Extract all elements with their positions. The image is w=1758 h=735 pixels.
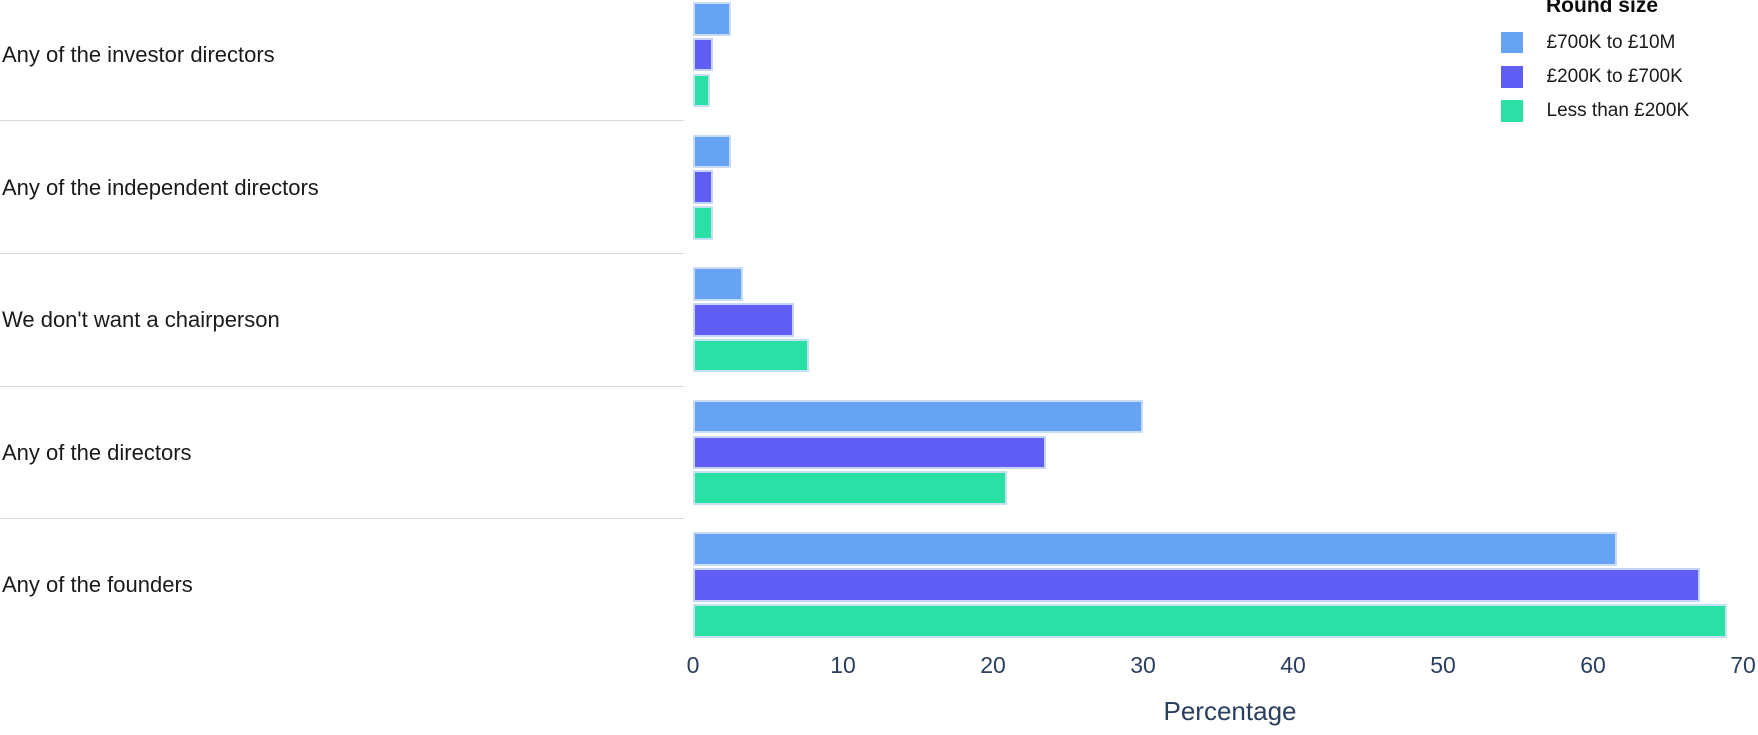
legend-item-label: £200K to £700K xyxy=(1546,65,1683,87)
x-tick-label: 10 xyxy=(830,652,856,678)
legend-swatch-icon xyxy=(1501,100,1523,122)
x-axis-title: Percentage xyxy=(1163,696,1297,726)
x-tick-label: 20 xyxy=(980,652,1006,678)
legend-swatch-icon xyxy=(1501,31,1523,54)
bar-green[interactable] xyxy=(693,206,713,240)
legend-swatch-icon xyxy=(1501,66,1523,88)
bar-purple[interactable] xyxy=(693,170,713,204)
bar-blue[interactable] xyxy=(693,2,731,36)
legend-item[interactable]: £200K to £700K xyxy=(1501,66,1683,88)
category-label: We don't want a chairperson xyxy=(2,307,280,333)
bar-green[interactable] xyxy=(693,604,1727,638)
category-label: Any of the investor directors xyxy=(2,42,275,67)
bar-blue[interactable] xyxy=(693,532,1617,566)
row-divider xyxy=(0,253,684,254)
row-divider xyxy=(0,120,684,122)
bar-blue[interactable] xyxy=(693,399,1143,434)
row-divider xyxy=(0,385,684,387)
bar-purple[interactable] xyxy=(693,568,1700,602)
legend-item[interactable]: £700K to £10M xyxy=(1501,32,1675,54)
bar-purple[interactable] xyxy=(693,303,794,337)
x-tick-label: 50 xyxy=(1430,652,1456,678)
x-tick-label: 70 xyxy=(1730,652,1756,678)
legend-title: Round size xyxy=(1546,0,1659,17)
bar-purple[interactable] xyxy=(693,435,1046,470)
legend-item-label: £700K to £10M xyxy=(1546,31,1676,53)
bar-purple[interactable] xyxy=(693,37,713,72)
legend-item[interactable]: Less than £200K xyxy=(1501,100,1689,122)
bar-blue[interactable] xyxy=(693,134,731,169)
legend-item-label: Less than £200K xyxy=(1546,100,1690,122)
category-label: Any of the independent directors xyxy=(2,174,319,200)
x-tick-label: 30 xyxy=(1130,652,1156,678)
bar-green[interactable] xyxy=(693,73,710,108)
category-label: Any of the directors xyxy=(2,439,192,465)
category-label: Any of the founders xyxy=(2,572,193,598)
bar-blue[interactable] xyxy=(693,267,743,301)
x-tick-label: 40 xyxy=(1280,652,1306,678)
row-divider xyxy=(0,518,684,520)
bar-green[interactable] xyxy=(693,471,1007,505)
x-tick-label: 60 xyxy=(1580,652,1606,678)
bar-green[interactable] xyxy=(693,338,809,373)
x-tick-label: 0 xyxy=(686,652,700,678)
